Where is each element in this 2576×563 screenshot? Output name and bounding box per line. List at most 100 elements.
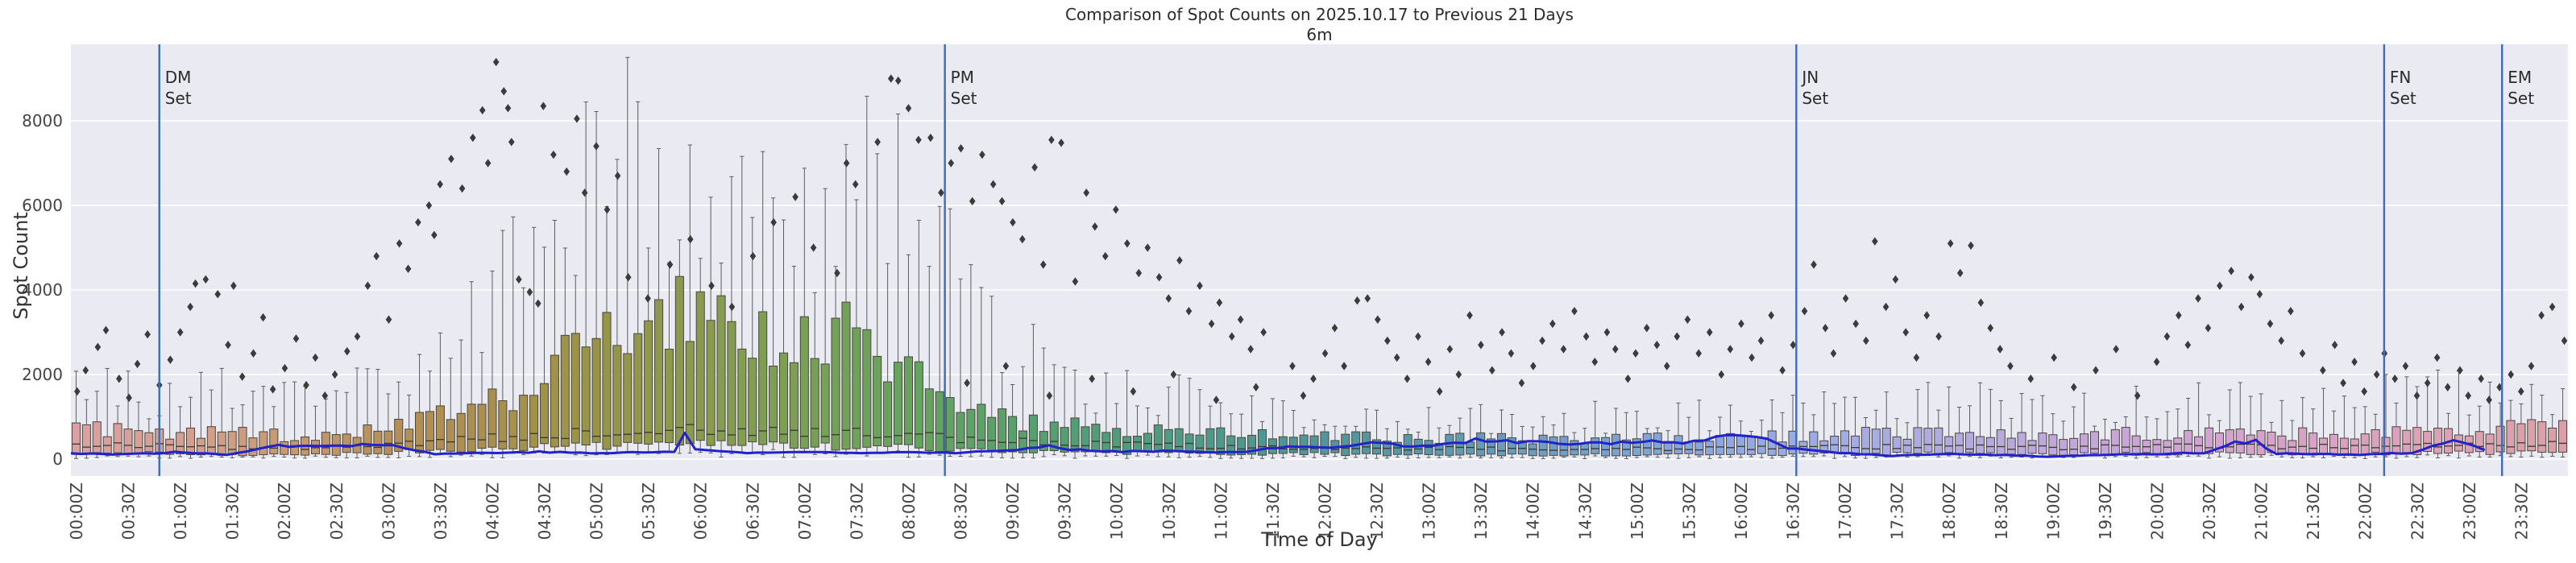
box-bin-62 xyxy=(716,263,726,458)
box-bin-70 xyxy=(799,168,809,453)
x-tick-label: 15:30Z xyxy=(1679,482,1699,540)
box-bin-29 xyxy=(373,369,383,458)
x-tick-label: 14:30Z xyxy=(1575,482,1595,540)
x-tick-label: 19:00Z xyxy=(2043,482,2063,540)
box-bin-81 xyxy=(914,219,923,457)
box-bin-94 xyxy=(1049,364,1059,456)
box-bin-197 xyxy=(2121,416,2130,457)
box-bin-95 xyxy=(1060,366,1069,457)
box-bin-152 xyxy=(1653,427,1662,458)
x-tick-label: 16:30Z xyxy=(1784,482,1803,540)
box-bin-137 xyxy=(1496,409,1507,459)
box-bin-239 xyxy=(2558,388,2568,457)
x-tick-label: 07:00Z xyxy=(795,482,815,540)
outliers-layer xyxy=(73,57,2568,404)
box-bin-30 xyxy=(384,393,393,458)
event-line-fn: FN Set xyxy=(2383,44,2416,476)
chart-title: Comparison of Spot Counts on 2025.10.17 … xyxy=(1065,5,1574,24)
box-bin-115 xyxy=(1267,398,1277,459)
event-lines-layer: DM Set PM Set JN Set FN Set EM Set xyxy=(158,44,2534,476)
box-bin-68 xyxy=(778,219,789,458)
box-bin-31 xyxy=(394,381,404,458)
box-bin-91 xyxy=(1018,366,1028,458)
box-bin-14 xyxy=(217,367,226,457)
box-bin-123 xyxy=(1351,425,1361,458)
box-bin-13 xyxy=(206,389,216,457)
box-bin-19 xyxy=(269,406,279,457)
box-bin-112 xyxy=(1237,413,1247,459)
box-bin-40 xyxy=(487,271,497,458)
box-bin-232 xyxy=(2485,381,2495,457)
box-bin-51 xyxy=(602,206,612,455)
box-bin-218 xyxy=(2339,395,2349,458)
box-bin-82 xyxy=(924,266,934,455)
box-bin-167 xyxy=(1809,414,1819,457)
box-bin-147 xyxy=(1601,433,1611,458)
x-axis-label: Time of Day xyxy=(1261,528,1378,551)
box-bin-128 xyxy=(1403,428,1412,459)
box-bin-227 xyxy=(2433,369,2443,458)
box-bin-72 xyxy=(820,188,830,454)
x-tick-label: 09:00Z xyxy=(1003,482,1023,540)
box-bin-105 xyxy=(1164,387,1173,457)
box-bin-171 xyxy=(1850,396,1860,459)
event-line-dm: DM Set xyxy=(158,44,192,476)
svg-text:Set: Set xyxy=(2508,89,2534,108)
box-bin-39 xyxy=(477,352,487,455)
box-bin-69 xyxy=(789,266,799,458)
box-bin-74 xyxy=(841,143,851,455)
box-bin-125 xyxy=(1371,409,1382,459)
x-tick-label: 16:00Z xyxy=(1732,482,1751,540)
event-line-label: JN xyxy=(1800,68,1819,87)
x-tick-label: 05:00Z xyxy=(587,482,607,540)
box-bin-220 xyxy=(2360,406,2370,459)
event-line-label: PM xyxy=(951,68,974,87)
x-tick-label: 23:00Z xyxy=(2460,482,2479,540)
x-tick-label: 08:00Z xyxy=(899,482,919,540)
box-bin-160 xyxy=(1736,420,1745,458)
x-tick-label: 17:30Z xyxy=(1888,482,1907,540)
box-bin-150 xyxy=(1632,411,1641,458)
box-bin-141 xyxy=(1538,416,1548,460)
box-bin-140 xyxy=(1528,426,1537,459)
box-bin-202 xyxy=(2173,408,2183,457)
box-bin-143 xyxy=(1559,412,1569,458)
event-line-pm: PM Set xyxy=(944,44,977,476)
svg-text:Set: Set xyxy=(951,89,977,108)
box-bin-11 xyxy=(185,396,196,459)
box-bin-89 xyxy=(998,372,1007,459)
box-bin-61 xyxy=(706,197,716,453)
box-bin-166 xyxy=(1798,402,1808,457)
x-tick-label: 13:00Z xyxy=(1420,482,1439,540)
box-bin-164 xyxy=(1777,412,1787,458)
box-bin-67 xyxy=(769,197,778,450)
x-tick-label: 12:00Z xyxy=(1315,482,1334,540)
box-bin-28 xyxy=(363,368,372,457)
svg-text:Set: Set xyxy=(2390,89,2416,108)
x-tick-label: 03:00Z xyxy=(379,482,398,540)
box-bin-116 xyxy=(1278,400,1288,459)
box-bin-207 xyxy=(2225,389,2234,459)
boxplot-layer xyxy=(71,56,2568,460)
box-bin-93 xyxy=(1039,347,1048,457)
box-bin-20 xyxy=(280,382,289,457)
event-line-label: DM xyxy=(165,68,192,87)
x-tick-label: 21:00Z xyxy=(2252,482,2271,540)
box-bin-201 xyxy=(2163,411,2172,458)
y-tick-label: 0 xyxy=(52,449,63,469)
box-bin-130 xyxy=(1424,407,1433,458)
x-tick-label: 10:00Z xyxy=(1107,482,1126,540)
x-tick-label: 00:30Z xyxy=(119,482,139,540)
box-bin-45 xyxy=(539,246,550,454)
event-line-label: FN xyxy=(2390,68,2411,87)
box-bin-204 xyxy=(2194,382,2204,457)
box-bin-136 xyxy=(1487,433,1496,458)
plot-background xyxy=(71,44,2568,476)
x-tick-label: 12:30Z xyxy=(1367,482,1387,540)
box-bin-108 xyxy=(1195,389,1205,457)
box-bin-49 xyxy=(581,101,591,457)
box-bin-126 xyxy=(1382,428,1392,459)
x-tick-label: 15:00Z xyxy=(1628,482,1647,540)
box-bin-87 xyxy=(977,287,986,457)
box-bin-131 xyxy=(1434,427,1444,458)
